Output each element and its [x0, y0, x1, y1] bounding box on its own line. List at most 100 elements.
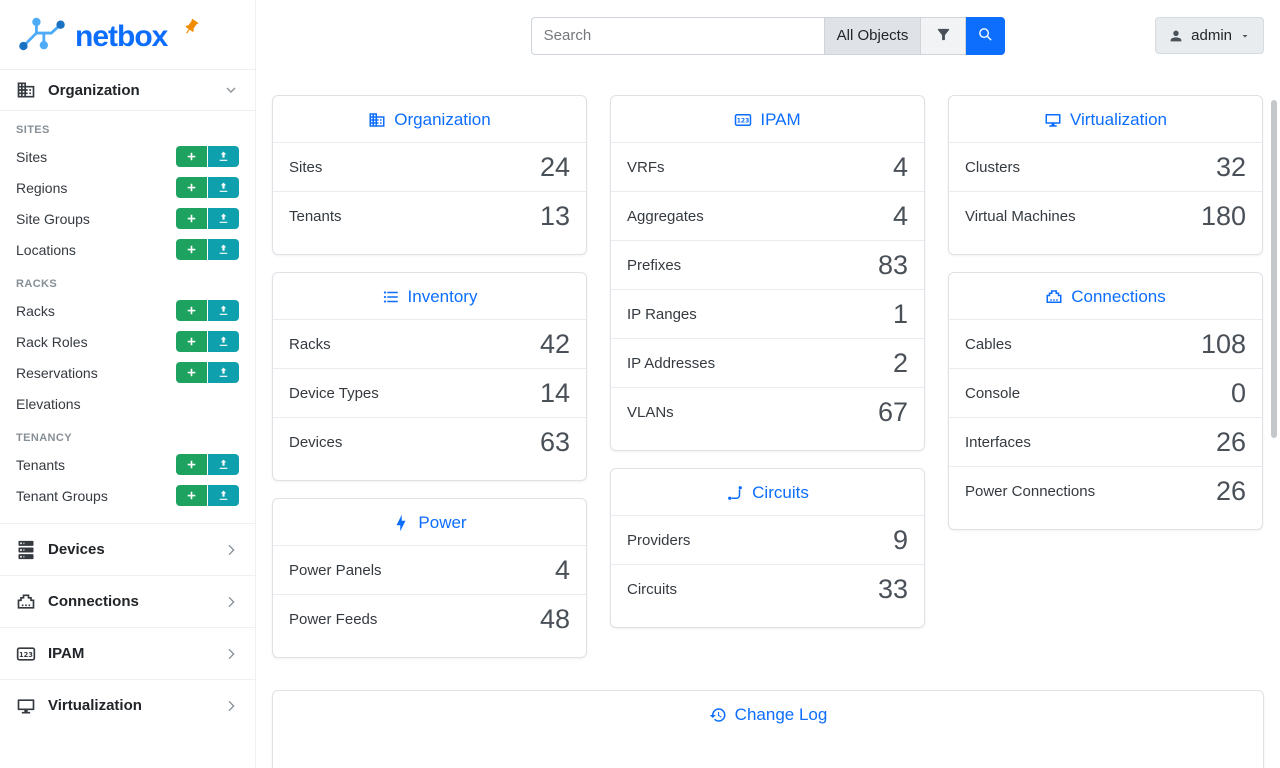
- stat-value-link[interactable]: 1: [892, 298, 908, 329]
- stat-row: Providers 9: [611, 515, 924, 564]
- sidebar-link[interactable]: Tenants: [16, 456, 66, 473]
- stat-label: Interfaces: [965, 433, 1031, 451]
- building-icon: [368, 111, 386, 129]
- stat-value-link[interactable]: 42: [539, 328, 570, 359]
- logo-row: netbox: [0, 0, 255, 69]
- sidebar-item-locations[interactable]: Locations: [0, 234, 255, 265]
- sidebar-link[interactable]: Sites: [16, 148, 48, 165]
- stat-value-link[interactable]: 108: [1200, 328, 1246, 359]
- sidebar-link[interactable]: Elevations: [16, 395, 81, 412]
- cards-column-3: Virtualization Clusters 32 Virtual Machi…: [948, 95, 1263, 658]
- card-title-text: Circuits: [752, 483, 809, 502]
- stat-value-link[interactable]: 14: [539, 377, 570, 408]
- sidebar-item-tenant-groups[interactable]: Tenant Groups: [0, 480, 255, 511]
- import-button[interactable]: [208, 208, 239, 229]
- add-button[interactable]: [176, 331, 207, 352]
- search-button[interactable]: [966, 16, 1006, 55]
- card-title-text: Power: [418, 513, 467, 532]
- search-input[interactable]: [530, 16, 824, 55]
- add-button[interactable]: [176, 454, 207, 475]
- sidebar-item-tenants[interactable]: Tenants: [0, 449, 255, 480]
- add-button[interactable]: [176, 239, 207, 260]
- stat-label: Cables: [965, 335, 1012, 353]
- sidebar-item-site-groups[interactable]: Site Groups: [0, 203, 255, 234]
- add-button[interactable]: [176, 146, 207, 167]
- import-button[interactable]: [208, 454, 239, 475]
- import-button[interactable]: [208, 331, 239, 352]
- import-button[interactable]: [208, 177, 239, 198]
- main-content: All Objects admin: [256, 0, 1280, 768]
- quick-actions: [176, 485, 239, 506]
- card-title: Virtualization: [949, 96, 1262, 142]
- sidebar-link[interactable]: Reservations: [16, 364, 98, 381]
- object-type-dropdown[interactable]: All Objects: [823, 16, 922, 55]
- user-menu-button[interactable]: admin: [1155, 17, 1264, 54]
- sidebar-link[interactable]: Locations: [16, 241, 76, 258]
- sidebar-item-connections[interactable]: Connections: [0, 575, 255, 627]
- sidebar-item-reservations[interactable]: Reservations: [0, 357, 255, 388]
- sidebar-item-elevations[interactable]: Elevations: [0, 388, 255, 419]
- brand-name[interactable]: netbox: [75, 19, 168, 53]
- scrollbar-thumb[interactable]: [1271, 100, 1277, 438]
- stat-value-link[interactable]: 4: [554, 554, 570, 585]
- netbox-logo-icon[interactable]: [16, 14, 68, 59]
- card-title-text: IPAM: [760, 110, 801, 129]
- pin-icon[interactable]: [182, 18, 200, 41]
- sidebar-link[interactable]: Regions: [16, 179, 68, 196]
- nav-label: Connections: [48, 593, 139, 610]
- stat-label: Power Connections: [965, 482, 1096, 500]
- stat-value-link[interactable]: 13: [539, 200, 570, 231]
- stat-value-link[interactable]: 2: [892, 347, 908, 378]
- sidebar-item-virtualization[interactable]: Virtualization: [0, 679, 255, 731]
- add-button[interactable]: [176, 177, 207, 198]
- sidebar-item-racks[interactable]: Racks: [0, 295, 255, 326]
- sidebar-item-regions[interactable]: Regions: [0, 172, 255, 203]
- card-circuits: Circuits Providers 9 Circuits 33: [610, 468, 925, 628]
- stat-value-link[interactable]: 83: [877, 249, 908, 280]
- chevron-right-icon: [223, 646, 239, 662]
- sidebar-nav: Organization SITES Sites Regions: [0, 69, 255, 731]
- user-icon: [1168, 28, 1184, 44]
- card-virtualization: Virtualization Clusters 32 Virtual Machi…: [948, 95, 1263, 255]
- stat-value-link[interactable]: 32: [1215, 151, 1246, 182]
- stat-value-link[interactable]: 9: [892, 524, 908, 555]
- sidebar-link[interactable]: Tenant Groups: [16, 487, 108, 504]
- card-title-text: Change Log: [734, 705, 828, 724]
- filter-button[interactable]: [921, 16, 967, 55]
- organization-subnav: SITES Sites Regions Site Groups: [0, 124, 255, 523]
- import-button[interactable]: [208, 485, 239, 506]
- import-button[interactable]: [208, 146, 239, 167]
- sidebar-item-rack-roles[interactable]: Rack Roles: [0, 326, 255, 357]
- stat-value-link[interactable]: 180: [1200, 200, 1246, 231]
- search-group: All Objects: [530, 16, 1006, 55]
- card-ipam: 123 IPAM VRFs 4 Aggregates 4 Prefixes 83: [610, 95, 925, 451]
- sidebar-link[interactable]: Rack Roles: [16, 333, 88, 350]
- import-button[interactable]: [208, 239, 239, 260]
- import-button[interactable]: [208, 362, 239, 383]
- sidebar-link[interactable]: Racks: [16, 302, 55, 319]
- stat-value-link[interactable]: 26: [1215, 475, 1246, 506]
- sidebar-item-sites[interactable]: Sites: [0, 141, 255, 172]
- stat-value-link[interactable]: 0: [1230, 377, 1246, 408]
- stat-value-link[interactable]: 67: [877, 396, 908, 427]
- stat-label: Device Types: [289, 384, 379, 402]
- add-button[interactable]: [176, 485, 207, 506]
- stat-value-link[interactable]: 48: [539, 603, 570, 634]
- add-button[interactable]: [176, 300, 207, 321]
- stat-value-link[interactable]: 4: [892, 200, 908, 231]
- stat-value-link[interactable]: 4: [892, 151, 908, 182]
- add-button[interactable]: [176, 208, 207, 229]
- sidebar-item-devices[interactable]: Devices: [0, 523, 255, 575]
- stat-value-link[interactable]: 33: [877, 573, 908, 604]
- stat-value-link[interactable]: 63: [539, 426, 570, 457]
- card-title-text: Virtualization: [1069, 110, 1168, 129]
- stat-value-link[interactable]: 26: [1215, 426, 1246, 457]
- stat-value-link[interactable]: 24: [539, 151, 570, 182]
- sidebar-item-organization[interactable]: Organization: [0, 69, 255, 111]
- counter-icon: 123: [734, 111, 752, 129]
- add-button[interactable]: [176, 362, 207, 383]
- stat-row: Power Feeds 48: [273, 594, 586, 643]
- sidebar-link[interactable]: Site Groups: [16, 210, 90, 227]
- import-button[interactable]: [208, 300, 239, 321]
- sidebar-item-ipam[interactable]: 123 IPAM: [0, 627, 255, 679]
